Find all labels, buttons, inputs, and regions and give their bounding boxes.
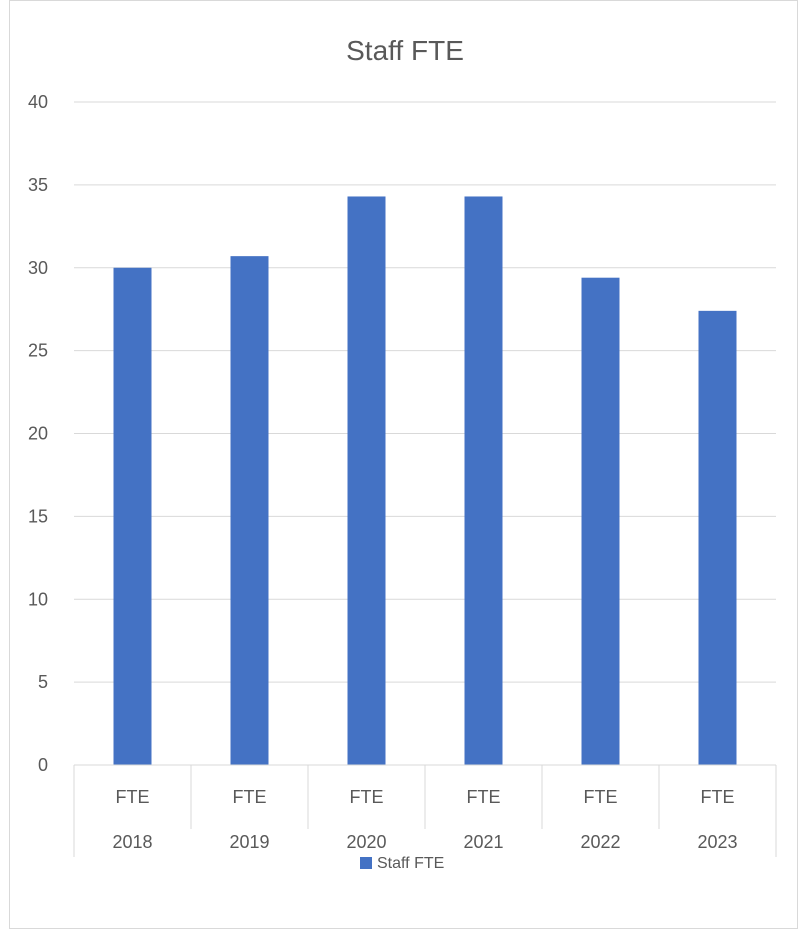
x-group-label: 2018 bbox=[112, 832, 152, 852]
x-tick-label: FTE bbox=[116, 787, 150, 807]
bar bbox=[464, 196, 503, 766]
y-tick-label: 5 bbox=[38, 672, 48, 692]
x-group-label: 2021 bbox=[463, 832, 503, 852]
legend: Staff FTE bbox=[360, 855, 444, 872]
y-tick-label: 40 bbox=[28, 92, 48, 112]
x-tick-label: FTE bbox=[701, 787, 735, 807]
legend-swatch bbox=[360, 857, 372, 869]
gridlines bbox=[74, 101, 776, 683]
chart-title: Staff FTE bbox=[346, 35, 464, 66]
x-tick-label: FTE bbox=[467, 787, 501, 807]
x-tick-label: FTE bbox=[584, 787, 618, 807]
y-tick-label: 30 bbox=[28, 258, 48, 278]
x-tick-label: FTE bbox=[350, 787, 384, 807]
bars bbox=[113, 196, 737, 766]
y-tick-label: 35 bbox=[28, 175, 48, 195]
bar bbox=[113, 267, 152, 765]
x-group-label: 2020 bbox=[346, 832, 386, 852]
bar bbox=[698, 310, 737, 765]
y-tick-label: 15 bbox=[28, 506, 48, 526]
x-group-label: 2023 bbox=[697, 832, 737, 852]
x-axis: FTE 2018 FTE 2019 FTE 2020 FTE 2021 FTE 2022 FTE 20… bbox=[73, 764, 777, 857]
bar bbox=[347, 196, 386, 766]
bar bbox=[230, 256, 269, 765]
y-tick-label: 0 bbox=[38, 755, 48, 775]
y-tick-label: 10 bbox=[28, 589, 48, 609]
x-tick-label: FTE bbox=[233, 787, 267, 807]
y-axis-ticks: 0 5 10 15 20 25 30 35 40 bbox=[28, 92, 48, 775]
x-group-label: 2019 bbox=[229, 832, 269, 852]
bar bbox=[581, 277, 620, 765]
y-tick-label: 25 bbox=[28, 341, 48, 361]
y-tick-label: 20 bbox=[28, 424, 48, 444]
x-group-label: 2022 bbox=[580, 832, 620, 852]
legend-label: Staff FTE bbox=[377, 855, 444, 872]
